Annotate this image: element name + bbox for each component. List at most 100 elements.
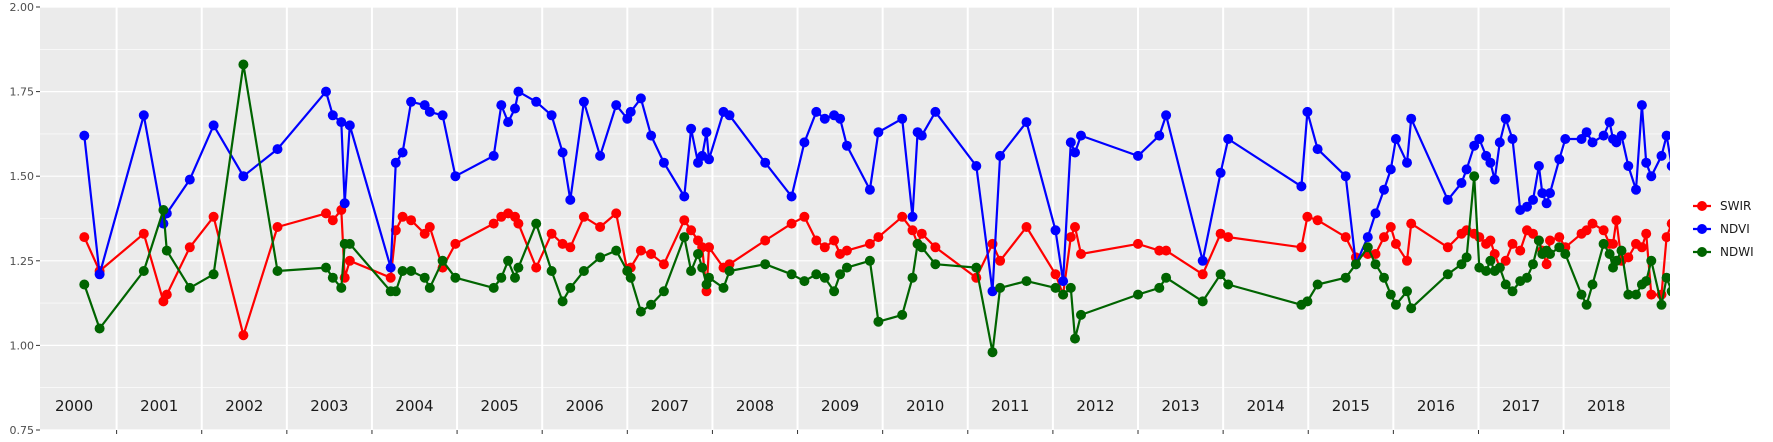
ndwi-point: [1456, 259, 1467, 270]
y-tick-label: 1.00: [10, 339, 35, 352]
ndvi-point: [1442, 194, 1453, 205]
ndvi-point: [1058, 276, 1069, 287]
ndwi-point: [1680, 280, 1690, 290]
year-label: 2000: [55, 397, 93, 415]
ndwi-point: [873, 316, 884, 327]
ndwi-point: [158, 205, 169, 215]
y-tick-label: 1.50: [10, 170, 35, 183]
swir-point: [208, 211, 219, 222]
legend-label-ndvi: NDVI: [1720, 222, 1750, 236]
ndvi-point: [1223, 134, 1234, 144]
swir-point: [1070, 222, 1080, 232]
ndvi-point: [327, 110, 338, 121]
swir-point: [184, 242, 195, 253]
ndwi-point: [1362, 242, 1373, 253]
ndwi-point: [406, 266, 417, 276]
ndvi-point: [1296, 181, 1307, 192]
legend-label-ndwi: NDWI: [1720, 245, 1754, 259]
ndwi-point: [1312, 279, 1323, 290]
swir-point: [1646, 289, 1657, 300]
year-label: 2004: [395, 397, 433, 415]
ndwi-point: [1469, 171, 1480, 182]
swir-point: [907, 225, 918, 236]
ndvi-point: [1215, 167, 1226, 178]
ndwi-point: [184, 282, 195, 293]
legend-key-point: [1697, 224, 1707, 234]
ndvi-point: [1611, 137, 1622, 148]
ndvi-point: [397, 147, 408, 158]
ndwi-point: [1666, 286, 1670, 297]
ndvi-point: [339, 198, 350, 209]
swir-point: [1406, 218, 1417, 229]
ndwi-point: [94, 323, 105, 334]
ndvi-point: [1554, 154, 1565, 165]
ndwi-point: [496, 272, 507, 283]
ndwi-point: [679, 232, 690, 243]
ndvi-point: [760, 157, 771, 168]
ndvi-point: [971, 161, 982, 171]
swir-point: [513, 218, 524, 229]
ndvi-point: [1133, 150, 1143, 161]
swir-point: [1598, 225, 1609, 236]
swir-point: [829, 235, 840, 246]
swir-point: [1753, 249, 1763, 259]
ndvi-point: [873, 127, 884, 138]
ndvi-point: [503, 117, 514, 128]
swir-point: [897, 211, 908, 222]
year-label: 2017: [1502, 397, 1540, 415]
ndvi-point: [1385, 164, 1396, 175]
ndwi-point: [1050, 282, 1061, 293]
ndvi-point: [1680, 171, 1690, 181]
ndwi-point: [864, 255, 875, 266]
ndwi-point: [1197, 296, 1208, 307]
ndvi-point: [701, 127, 712, 138]
ndwi-point: [1738, 290, 1748, 300]
ndwi-point: [1461, 252, 1472, 263]
y-tick-label: 2.00: [10, 1, 35, 14]
ndwi-point: [686, 266, 697, 276]
ndwi-point: [1528, 259, 1538, 270]
ndvi-point: [679, 191, 690, 202]
ndwi-point: [1507, 286, 1518, 297]
swir-point: [531, 262, 542, 273]
swir-point: [873, 232, 884, 243]
year-label: 2016: [1417, 397, 1455, 415]
year-label: 2006: [566, 397, 604, 415]
ndwi-point: [1747, 280, 1757, 290]
ndwi-point: [1587, 279, 1598, 290]
ndvi-point: [1076, 130, 1086, 141]
ndwi-point: [1485, 255, 1496, 266]
ndvi-point: [510, 103, 520, 114]
swir-point: [1390, 238, 1401, 249]
ndvi-point: [686, 123, 697, 134]
ndwi-point: [546, 266, 557, 276]
ndvi-point: [321, 86, 331, 97]
y-tick-label: 0.75: [10, 424, 35, 437]
ndwi-point: [1522, 272, 1532, 283]
ndwi-point: [161, 245, 172, 256]
ndvi-point: [1616, 130, 1627, 141]
ndvi-point: [1636, 100, 1647, 111]
ndwi-point: [450, 272, 461, 283]
ndvi-point: [1641, 157, 1652, 168]
ndwi-point: [397, 266, 408, 276]
swir-point: [1385, 222, 1396, 232]
swir-point: [327, 215, 338, 226]
ndwi-point: [1661, 272, 1670, 283]
ndvi-point: [1402, 157, 1412, 168]
ndwi-point: [835, 269, 846, 280]
ndwi-point: [625, 272, 636, 283]
ndwi-point: [1223, 279, 1234, 290]
swir-point: [1296, 242, 1307, 253]
ndvi-point: [658, 157, 669, 168]
swir-point: [1636, 242, 1647, 253]
ndvi-point: [419, 100, 430, 111]
ndvi-point: [819, 113, 830, 124]
ndvi-point: [488, 150, 499, 161]
year-label: 2001: [140, 397, 178, 415]
ndvi-point: [546, 110, 557, 121]
ndvi-point: [1507, 134, 1518, 144]
swir-line: [83, 208, 1670, 337]
ndvi-point: [1494, 137, 1505, 148]
swir-point: [1197, 269, 1208, 280]
